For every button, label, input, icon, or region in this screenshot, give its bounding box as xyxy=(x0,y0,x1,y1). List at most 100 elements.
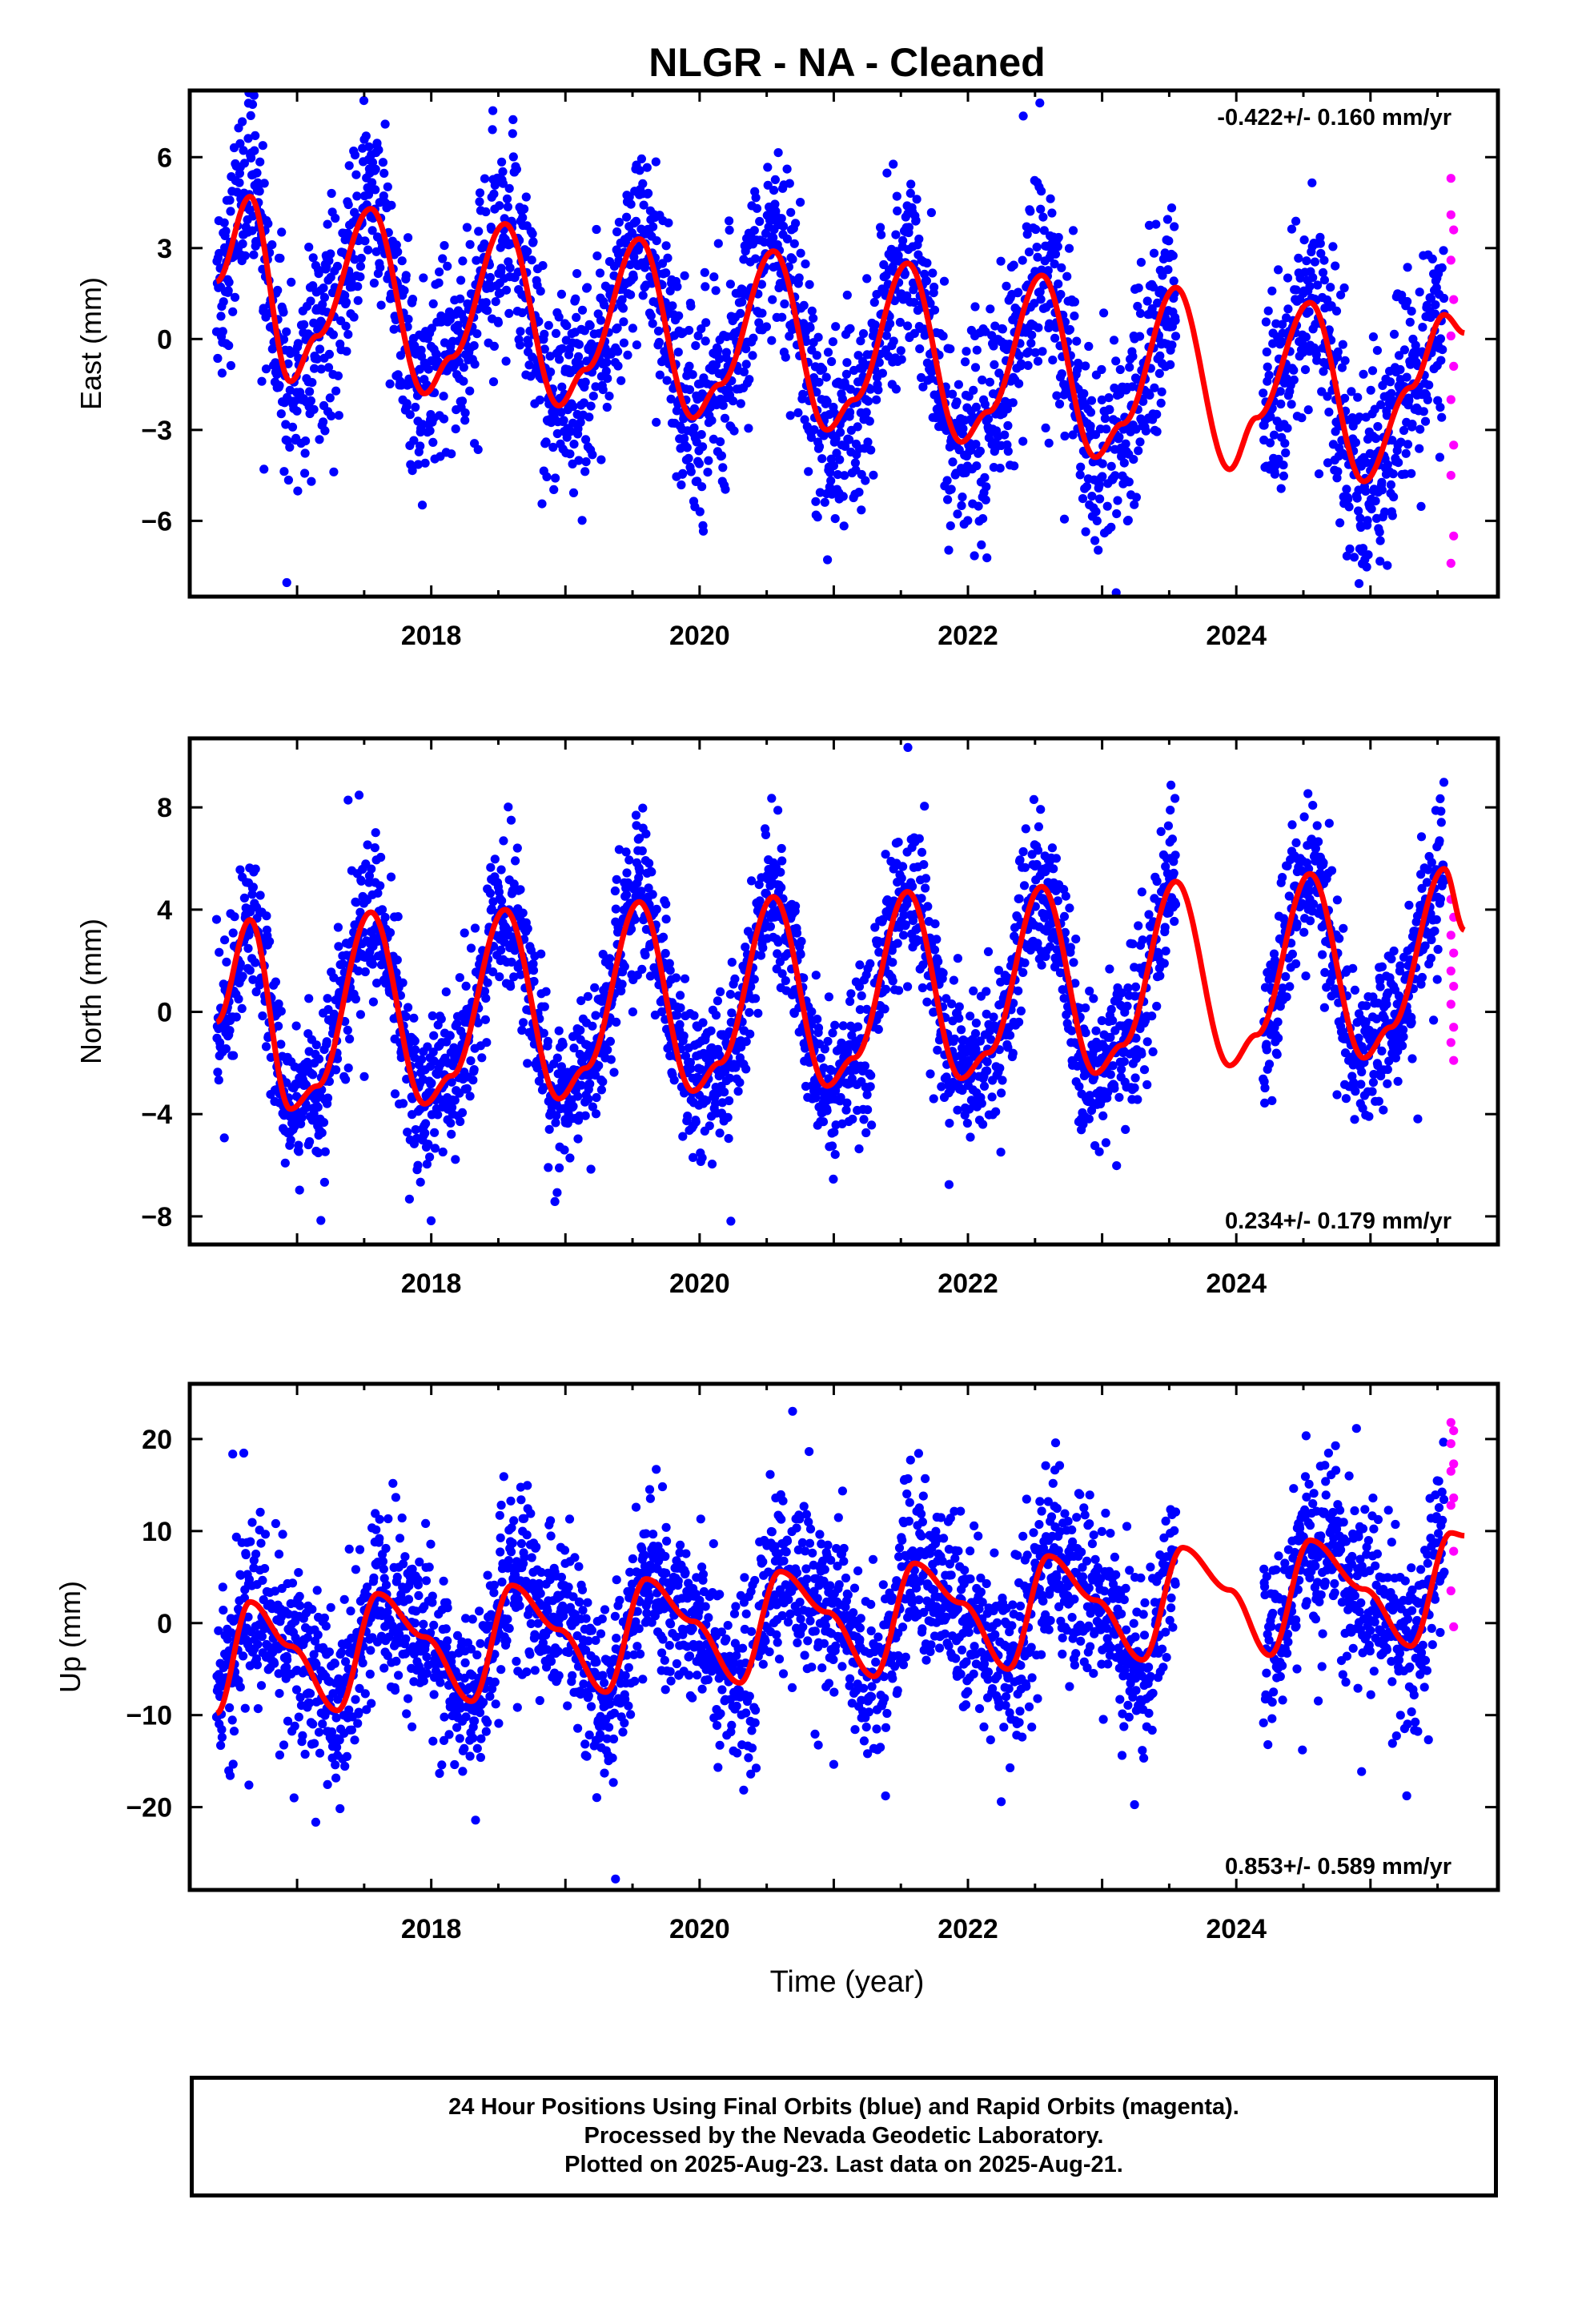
final-orbit-point xyxy=(797,936,806,947)
final-orbit-point xyxy=(398,978,408,987)
final-orbit-point xyxy=(498,179,508,188)
final-orbit-point xyxy=(830,1150,840,1160)
final-orbit-point xyxy=(862,1090,872,1100)
rapid-orbit-point xyxy=(1449,295,1459,304)
final-orbit-point xyxy=(496,945,506,955)
final-orbit-point xyxy=(307,476,316,486)
final-orbit-point xyxy=(251,987,261,997)
final-orbit-point xyxy=(953,509,962,519)
final-orbit-point xyxy=(1014,287,1023,297)
final-orbit-point xyxy=(552,1111,561,1120)
final-orbit-point xyxy=(793,408,803,417)
final-orbit-point xyxy=(425,426,435,436)
final-orbit-point xyxy=(1411,340,1420,350)
final-orbit-point xyxy=(1415,287,1424,297)
final-orbit-point xyxy=(966,1011,975,1021)
final-orbit-point xyxy=(1359,369,1368,379)
final-orbit-point xyxy=(980,472,990,482)
final-orbit-point xyxy=(481,207,491,217)
final-orbit-point xyxy=(948,457,958,467)
final-orbit-point xyxy=(1313,280,1323,290)
final-orbit-point xyxy=(413,1160,423,1170)
final-orbit-point xyxy=(866,445,876,455)
final-orbit-point xyxy=(230,912,239,922)
final-orbit-point xyxy=(949,975,958,985)
final-orbit-point xyxy=(546,367,556,377)
final-orbit-point xyxy=(662,376,672,385)
final-orbit-point xyxy=(689,423,699,432)
final-orbit-point xyxy=(420,1128,430,1138)
final-orbit-point xyxy=(727,1008,737,1018)
final-orbit-point xyxy=(355,76,363,85)
final-orbit-point xyxy=(1008,1048,1018,1058)
final-orbit-point xyxy=(456,275,466,285)
final-orbit-point xyxy=(1138,396,1148,406)
final-orbit-point xyxy=(697,324,706,334)
final-orbit-point xyxy=(580,1111,590,1120)
final-orbit-point xyxy=(716,987,725,996)
final-orbit-point xyxy=(524,340,533,349)
final-orbit-point xyxy=(972,461,982,471)
final-orbit-point xyxy=(421,1119,431,1128)
final-orbit-point xyxy=(841,369,851,379)
final-orbit-point xyxy=(354,966,363,976)
final-orbit-point xyxy=(741,360,751,369)
final-orbit-point xyxy=(777,883,786,892)
final-orbit-point xyxy=(459,376,468,386)
final-orbit-point xyxy=(617,979,627,989)
final-orbit-point xyxy=(697,1153,707,1163)
final-orbit-point xyxy=(1287,224,1297,234)
final-orbit-point xyxy=(755,216,765,227)
final-orbit-point xyxy=(807,306,817,316)
final-orbit-point xyxy=(285,442,295,452)
final-orbit-point xyxy=(1151,219,1161,229)
final-orbit-point xyxy=(393,912,403,922)
final-orbit-point xyxy=(898,235,908,245)
final-orbit-point xyxy=(612,323,622,333)
final-orbit-point xyxy=(450,1096,460,1105)
final-orbit-point xyxy=(1280,439,1290,448)
final-orbit-point xyxy=(947,999,957,1009)
final-orbit-point xyxy=(1162,215,1172,224)
final-orbit-point xyxy=(483,306,492,316)
final-orbit-point xyxy=(326,249,335,259)
final-orbit-point xyxy=(679,1031,689,1041)
final-orbit-point xyxy=(1431,300,1440,310)
final-orbit-point xyxy=(1289,375,1299,384)
final-orbit-point xyxy=(573,1134,583,1144)
final-orbit-point xyxy=(603,1045,612,1055)
final-orbit-point xyxy=(982,553,992,563)
final-orbit-point xyxy=(556,1062,567,1072)
final-orbit-point xyxy=(739,367,749,376)
final-orbit-point xyxy=(1029,794,1038,805)
final-orbit-point xyxy=(1439,293,1449,304)
final-orbit-point xyxy=(332,1054,343,1063)
final-orbit-point xyxy=(317,1128,327,1138)
final-orbit-point xyxy=(385,928,396,938)
final-orbit-point xyxy=(671,973,681,983)
final-orbit-point xyxy=(729,426,739,436)
final-orbit-point xyxy=(873,385,883,395)
final-orbit-point xyxy=(379,168,389,178)
final-orbit-point xyxy=(323,363,334,372)
x-tick-label: 2020 xyxy=(669,621,730,651)
final-orbit-point xyxy=(308,253,318,263)
final-orbit-point xyxy=(287,277,296,287)
final-orbit-point xyxy=(475,188,485,198)
final-orbit-point xyxy=(932,935,942,944)
final-orbit-point xyxy=(1044,438,1054,448)
final-orbit-point xyxy=(977,540,986,550)
final-orbit-point xyxy=(1082,482,1092,492)
final-orbit-point xyxy=(1144,220,1154,230)
final-orbit-point xyxy=(1060,431,1070,441)
final-orbit-point xyxy=(287,422,298,432)
final-orbit-point xyxy=(1094,480,1104,490)
final-orbit-point xyxy=(1355,412,1364,422)
final-orbit-point xyxy=(1388,469,1398,479)
final-orbit-point xyxy=(529,976,539,987)
final-orbit-point xyxy=(1336,290,1346,300)
final-orbit-point xyxy=(711,1099,721,1108)
final-orbit-point xyxy=(799,300,809,310)
final-orbit-point xyxy=(536,949,546,959)
final-orbit-point xyxy=(1269,430,1279,440)
